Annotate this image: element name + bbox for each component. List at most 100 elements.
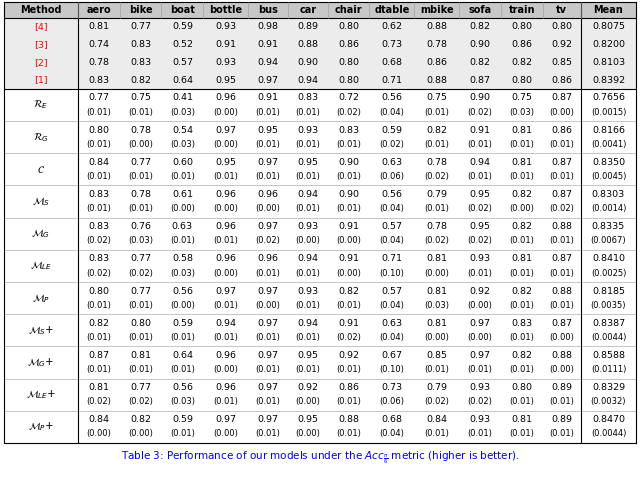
Text: (0.01): (0.01) (549, 429, 574, 439)
Text: chair: chair (335, 5, 362, 15)
Text: 0.75: 0.75 (130, 93, 151, 102)
Text: (0.0032): (0.0032) (591, 398, 626, 406)
Text: 0.80: 0.80 (338, 22, 359, 31)
Text: 0.83: 0.83 (88, 75, 109, 85)
Text: 0.82: 0.82 (511, 286, 532, 296)
Text: 0.8350: 0.8350 (592, 158, 625, 167)
Text: 0.78: 0.78 (130, 126, 151, 135)
Text: 0.82: 0.82 (130, 415, 151, 425)
Text: 0.8335: 0.8335 (592, 222, 625, 231)
Text: (0.01): (0.01) (128, 333, 153, 342)
Text: 0.88: 0.88 (551, 286, 572, 296)
Text: 0.61: 0.61 (172, 190, 193, 199)
Text: 0.82: 0.82 (426, 126, 447, 135)
Text: 0.97: 0.97 (257, 319, 278, 328)
Bar (4, 314, 636, 346)
Text: (0.04): (0.04) (380, 204, 404, 213)
Text: (0.01): (0.01) (549, 172, 574, 181)
Text: 0.97: 0.97 (257, 158, 278, 167)
Text: (0.0014): (0.0014) (591, 204, 626, 213)
Text: 0.78: 0.78 (88, 58, 109, 67)
Text: 0.97: 0.97 (470, 319, 490, 328)
Text: (0.00): (0.00) (213, 108, 238, 116)
Text: 0.87: 0.87 (551, 158, 572, 167)
Text: (0.01): (0.01) (295, 108, 320, 116)
Text: 0.73: 0.73 (381, 383, 403, 392)
Text: 0.87: 0.87 (551, 255, 572, 263)
Text: 0.8185: 0.8185 (592, 286, 625, 296)
Text: [2]: [2] (34, 58, 48, 67)
Text: 0.8303: 0.8303 (592, 190, 625, 199)
Text: 0.80: 0.80 (338, 58, 359, 67)
Text: 0.90: 0.90 (297, 58, 318, 67)
Text: 0.96: 0.96 (215, 383, 236, 392)
Text: (0.01): (0.01) (549, 301, 574, 310)
Text: (0.02): (0.02) (128, 398, 153, 406)
Text: 0.95: 0.95 (297, 415, 318, 425)
Text: 0.63: 0.63 (172, 222, 193, 231)
Text: (0.01): (0.01) (468, 365, 492, 374)
Text: (0.02): (0.02) (424, 172, 449, 181)
Text: 0.98: 0.98 (257, 22, 278, 31)
Text: 0.77: 0.77 (130, 286, 151, 296)
Text: 0.91: 0.91 (257, 40, 278, 49)
Text: 0.96: 0.96 (215, 255, 236, 263)
Text: 0.8392: 0.8392 (592, 75, 625, 85)
Text: (0.01): (0.01) (424, 365, 449, 374)
Text: 0.80: 0.80 (88, 126, 109, 135)
Text: (0.01): (0.01) (509, 236, 534, 245)
Bar (4, 185, 636, 218)
Text: 0.75: 0.75 (426, 93, 447, 102)
Text: 0.97: 0.97 (257, 351, 278, 360)
Text: 0.77: 0.77 (130, 158, 151, 167)
Text: 0.8103: 0.8103 (592, 58, 625, 67)
Text: 0.59: 0.59 (172, 22, 193, 31)
Text: 0.92: 0.92 (297, 383, 318, 392)
Text: (0.00): (0.00) (549, 108, 574, 116)
Text: 0.92: 0.92 (551, 40, 572, 49)
Bar (4, 153, 636, 185)
Text: 0.97: 0.97 (257, 415, 278, 425)
Text: 0.83: 0.83 (297, 93, 318, 102)
Text: (0.01): (0.01) (170, 365, 195, 374)
Text: (0.10): (0.10) (380, 365, 404, 374)
Text: 0.90: 0.90 (470, 40, 490, 49)
Text: 0.57: 0.57 (381, 222, 403, 231)
Text: (0.02): (0.02) (336, 333, 361, 342)
Text: (0.01): (0.01) (549, 236, 574, 245)
Text: (0.00): (0.00) (509, 204, 534, 213)
Bar (4, 71, 636, 89)
Text: 0.80: 0.80 (551, 22, 572, 31)
Text: 0.86: 0.86 (551, 126, 572, 135)
Text: (0.01): (0.01) (255, 365, 280, 374)
Text: 0.59: 0.59 (172, 415, 193, 425)
Text: bus: bus (258, 5, 278, 15)
Text: (0.01): (0.01) (509, 398, 534, 406)
Text: (0.01): (0.01) (213, 398, 238, 406)
Text: 0.73: 0.73 (381, 40, 403, 49)
Text: 0.89: 0.89 (297, 22, 318, 31)
Text: (0.0067): (0.0067) (591, 236, 627, 245)
Text: 0.81: 0.81 (130, 351, 151, 360)
Text: 0.97: 0.97 (215, 286, 236, 296)
Text: 0.89: 0.89 (551, 383, 572, 392)
Text: 0.94: 0.94 (470, 158, 490, 167)
Text: (0.00): (0.00) (170, 204, 195, 213)
Text: 0.93: 0.93 (297, 126, 318, 135)
Text: (0.02): (0.02) (468, 398, 492, 406)
Text: (0.01): (0.01) (128, 108, 153, 116)
Text: (0.00): (0.00) (213, 365, 238, 374)
Text: 0.68: 0.68 (381, 58, 403, 67)
Text: Table 3: Performance of our models under the $Acc_{\frac{\pi}{6}}$ metric (highe: Table 3: Performance of our models under… (120, 450, 520, 466)
Text: $\mathcal{M}_S$: $\mathcal{M}_S$ (32, 195, 50, 208)
Text: 0.97: 0.97 (215, 415, 236, 425)
Text: $\mathcal{M}_{LE}$: $\mathcal{M}_{LE}$ (30, 259, 52, 272)
Text: bottle: bottle (209, 5, 243, 15)
Text: (0.10): (0.10) (380, 269, 404, 278)
Text: 0.88: 0.88 (426, 22, 447, 31)
Text: 0.8470: 0.8470 (592, 415, 625, 425)
Text: 0.63: 0.63 (381, 319, 403, 328)
Bar (4, 36, 636, 54)
Bar (4, 346, 636, 379)
Text: (0.04): (0.04) (380, 429, 404, 439)
